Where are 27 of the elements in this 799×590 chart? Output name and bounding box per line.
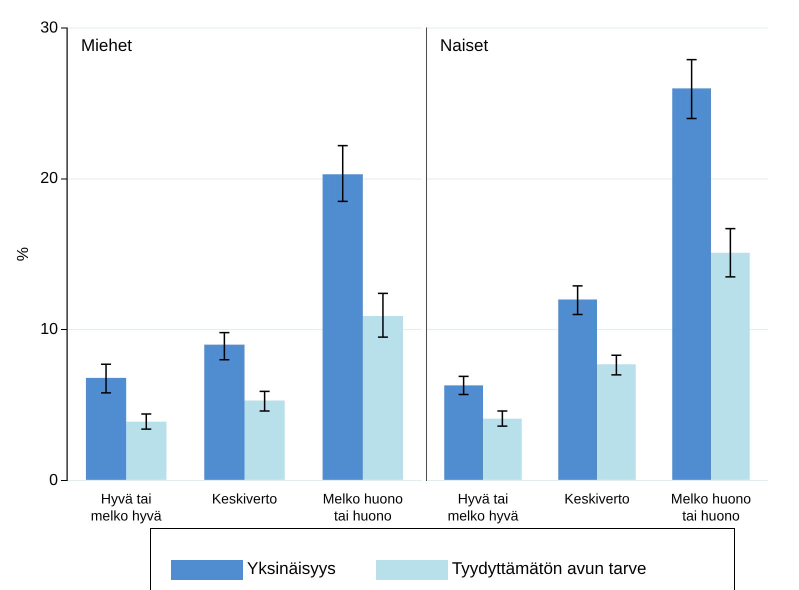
bar	[244, 400, 285, 480]
y-tick-label: 0	[49, 472, 58, 489]
y-tick-label: 10	[40, 321, 58, 338]
bar	[362, 316, 404, 480]
x-tick-label: Melko huono tai huono	[322, 490, 404, 524]
legend-label: Tyydyttämätön avun tarve	[450, 559, 646, 580]
bar	[558, 299, 597, 480]
y-axis-title: %	[15, 247, 32, 262]
x-tick-label: Hyvä tai melko hyvä	[90, 490, 162, 524]
y-tick-label: 30	[40, 19, 58, 36]
bar	[86, 378, 126, 480]
legend-label: Yksinäisyys	[246, 559, 336, 580]
x-tick-label: Melko huono tai huono	[670, 490, 752, 524]
x-tick-label: Keskiverto	[564, 490, 630, 507]
bar	[322, 174, 363, 480]
text: Naiset	[440, 36, 488, 56]
bar	[444, 385, 483, 480]
bar	[126, 422, 166, 480]
text: Miehet	[80, 36, 132, 56]
x-tick-label: Hyvä tai melko hyvä	[448, 490, 519, 524]
bar	[672, 88, 711, 480]
y-tick-label: 20	[40, 170, 58, 188]
bar	[483, 418, 522, 480]
bar	[597, 364, 636, 480]
x-tick-label: Keskiverto	[212, 490, 278, 507]
bar	[711, 252, 750, 480]
bar	[204, 344, 244, 480]
